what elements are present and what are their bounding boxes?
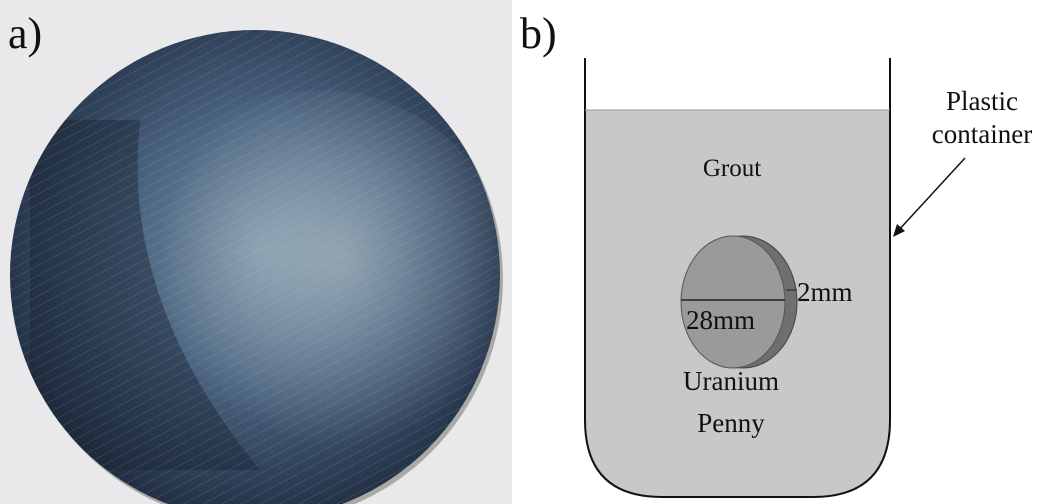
diameter-label: 28mm [686,305,755,335]
thickness-label: 2mm [797,277,853,307]
grout-label: Grout [703,155,761,182]
penny-photo [0,0,520,504]
panel-b-label: b) [520,12,557,56]
container-label-line2: container [932,119,1032,149]
penny-label-line1: Uranium [683,366,779,396]
penny-label-line2: Penny [697,408,765,438]
container-arrow [897,158,965,232]
panel-a-label: a) [8,12,42,56]
penny-face [681,236,785,368]
container-label-line1: Plastic [946,86,1018,116]
container-diagram: Grout 2mm 28mm Uranium Penny Plastic con… [585,58,1032,497]
